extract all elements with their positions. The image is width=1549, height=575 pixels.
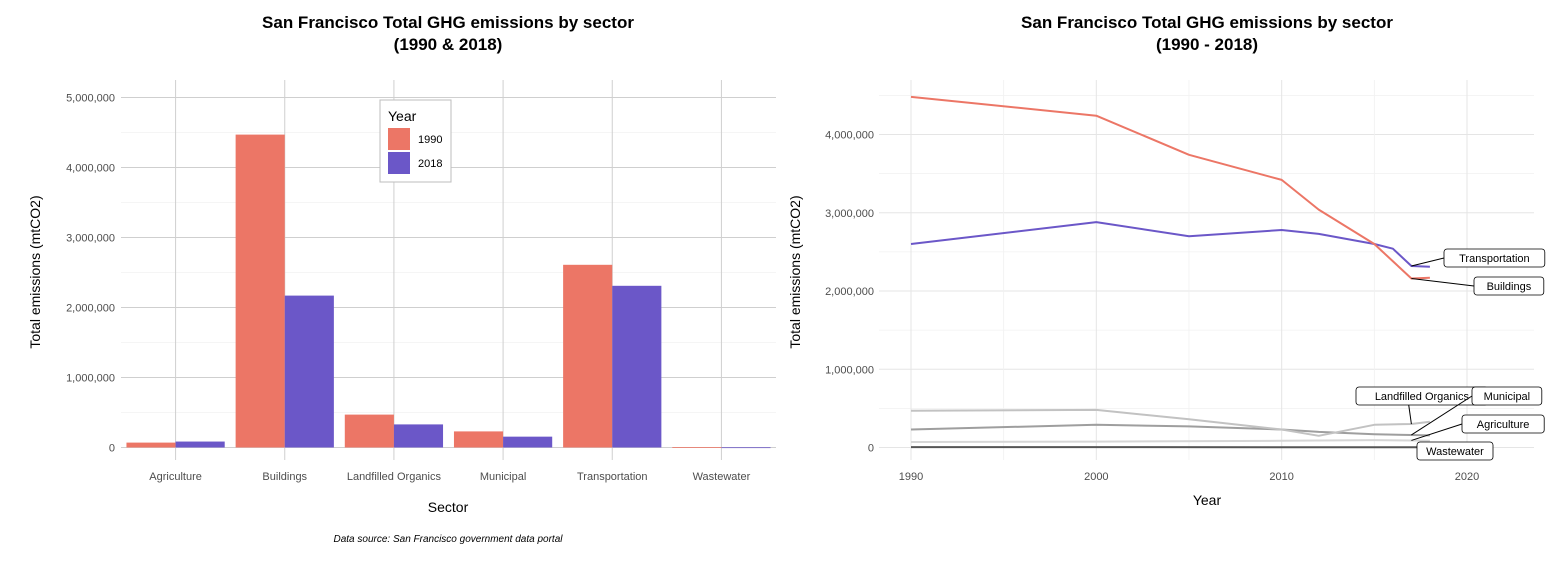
bar-y-tick-label: 3,000,000 [66,233,115,245]
bar-chart: San Francisco Total GHG emissions by sec… [27,13,776,545]
bar-x-tick-label-agriculture: Agriculture [149,471,202,483]
bar-y-tick-label: 1,000,000 [66,373,115,385]
bar-chart-y-axis-title: Total emissions (mtCO2) [27,195,43,348]
line-y-tick-label: 4,000,000 [825,130,874,142]
label-connector-transportation [1411,258,1444,266]
line-chart-lines [911,97,1430,447]
bar-transportation-1990 [563,265,612,448]
bar-x-tick-label-municipal: Municipal [480,471,526,483]
line-chart: San Francisco Total GHG emissions by sec… [787,13,1545,508]
series-label-agriculture: Agriculture [1477,419,1530,431]
bar-y-tick-label: 0 [109,443,115,455]
label-connector-landfilled-organics [1409,405,1412,424]
series-label-landfilled-organics: Landfilled Organics [1375,391,1470,403]
line-chart-y-ticks: 0 1,000,000 2,000,000 3,000,000 4,000,000 [825,130,874,455]
line-x-tick-label-2020: 2020 [1455,471,1479,483]
bar-wastewater-2018 [721,447,770,448]
label-connector-buildings [1411,278,1474,286]
line-series-transportation [911,222,1430,267]
bar-chart-x-ticks: Agriculture Buildings Landfilled Organics M… [149,471,750,483]
bar-chart-caption: Data source: San Francisco government da… [333,534,563,545]
bar-buildings-2018 [285,296,334,448]
label-connector-agriculture [1411,424,1462,440]
bar-agriculture-1990 [126,443,175,448]
line-x-tick-label-2000: 2000 [1084,471,1108,483]
line-x-tick-label-2010: 2010 [1269,471,1293,483]
bar-x-tick-label-wastewater: Wastewater [693,471,751,483]
bar-x-tick-label-buildings: Buildings [262,471,307,483]
bar-wastewater-1990 [672,447,721,448]
line-series-buildings [911,97,1430,279]
bar-chart-x-axis-title: Sector [428,499,469,515]
bar-y-tick-label: 2,000,000 [66,303,115,315]
bar-municipal-2018 [503,437,552,448]
line-chart-title-line2: (1990 - 2018) [1156,35,1258,54]
line-y-tick-label: 2,000,000 [825,286,874,298]
line-y-tick-label: 0 [868,443,874,455]
bar-chart-title-line1: San Francisco Total GHG emissions by sec… [262,13,634,32]
bar-agriculture-2018 [176,442,225,448]
bar-x-tick-label-transportation: Transportation [577,471,648,483]
line-series-agriculture [911,440,1430,442]
bar-y-tick-label: 5,000,000 [66,93,115,105]
series-label-municipal: Municipal [1484,391,1530,403]
bar-landfilled-organics-1990 [345,415,394,448]
line-chart-x-axis-title: Year [1193,492,1222,508]
bar-chart-y-ticks: 0 1,000,000 2,000,000 3,000,000 4,000,000 5,0… [66,93,115,455]
line-chart-y-axis-title: Total emissions (mtCO2) [787,195,803,348]
bar-municipal-1990 [454,431,503,447]
series-label-buildings: Buildings [1487,281,1532,293]
line-y-tick-label: 1,000,000 [825,364,874,376]
bar-landfilled-organics-2018 [394,424,443,447]
legend-label-1990: 1990 [418,134,442,146]
bar-y-tick-label: 4,000,000 [66,163,115,175]
legend-title: Year [388,108,417,124]
bar-x-tick-label-landfilled-organics: Landfilled Organics [347,471,442,483]
series-label-transportation: Transportation [1459,253,1530,265]
line-chart-x-ticks: 1990 2000 2010 2020 [899,471,1479,483]
bar-buildings-1990 [236,135,285,448]
line-chart-series-labels: Transportation Buildings Landfilled Organi… [1356,249,1545,460]
legend-swatch-2018 [388,152,410,174]
legend-label-2018: 2018 [418,158,442,170]
bar-transportation-2018 [612,286,661,448]
bar-chart-title-line2: (1990 & 2018) [394,35,503,54]
series-label-wastewater: Wastewater [1426,446,1484,458]
line-y-tick-label: 3,000,000 [825,208,874,220]
line-series-landfilled-organics [911,410,1430,436]
legend-swatch-1990 [388,128,410,150]
line-chart-title-line1: San Francisco Total GHG emissions by sec… [1021,13,1393,32]
bar-chart-legend: Year 1990 2018 [380,100,451,182]
line-x-tick-label-1990: 1990 [899,471,923,483]
